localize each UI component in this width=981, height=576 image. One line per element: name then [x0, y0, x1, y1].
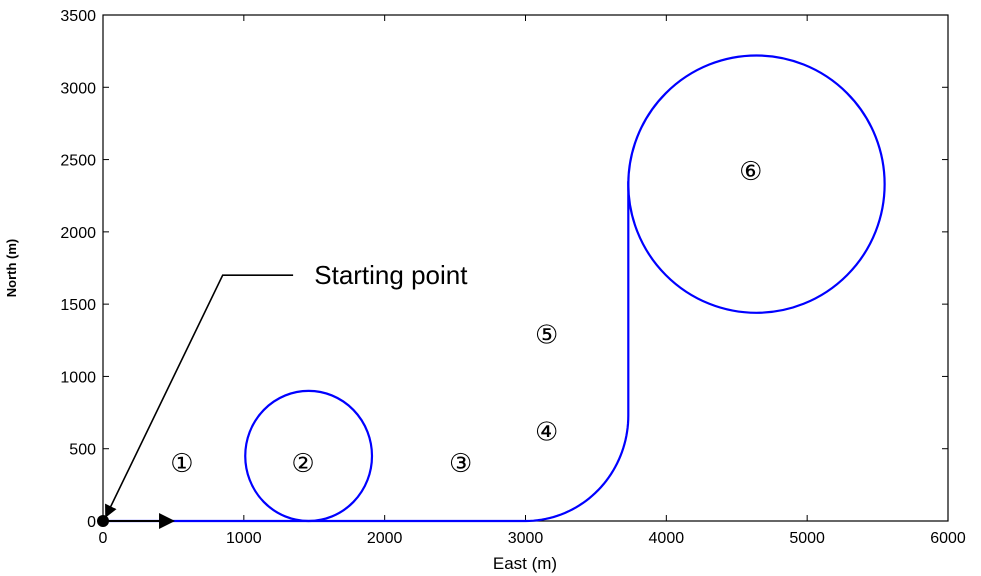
starting-point-annotation: Starting point	[105, 260, 468, 518]
x-axis-ticks: 0 1000 2000 3000 4000 5000 6000	[99, 15, 966, 547]
y-tick-label: 2500	[60, 153, 96, 170]
y-axis-ticks: 0 500 1000 1500 2000 2500 3000 3500	[60, 8, 948, 531]
x-tick-label: 4000	[649, 530, 685, 547]
y-tick-label: 3500	[60, 8, 96, 25]
waypoint-marker: ④	[535, 417, 558, 447]
y-tick-label: 1500	[60, 297, 96, 314]
waypoint-marker: ③	[449, 449, 472, 479]
x-tick-label: 0	[99, 530, 108, 547]
annotation-leader	[105, 274, 294, 518]
plot-area	[102, 14, 949, 522]
waypoint-marker: ⑥	[739, 157, 762, 187]
waypoint-marker: ②	[291, 449, 314, 479]
x-tick-label: 3000	[508, 530, 544, 547]
waypoint-marker: ⑤	[535, 321, 558, 351]
path-turn-arc	[525, 415, 630, 523]
annotation-text: Starting point	[314, 260, 468, 290]
trajectory-series	[97, 54, 886, 529]
y-tick-label: 2000	[60, 225, 96, 242]
y-tick-label: 500	[69, 442, 96, 459]
x-tick-label: 6000	[930, 530, 966, 547]
x-axis-label: East (m)	[493, 554, 557, 573]
y-tick-label: 1000	[60, 369, 96, 386]
waypoint-markers: ① ② ③ ④ ⑤ ⑥	[170, 157, 762, 479]
waypoint-marker: ①	[170, 449, 193, 479]
y-tick-label: 3000	[60, 80, 96, 97]
path-loop-circle	[627, 54, 886, 314]
x-tick-label: 1000	[226, 530, 262, 547]
start-point-dot	[97, 515, 109, 527]
x-tick-label: 2000	[367, 530, 403, 547]
y-tick-label: 0	[87, 514, 96, 531]
x-tick-label: 5000	[789, 530, 825, 547]
y-axis-label: North (m)	[4, 239, 19, 298]
